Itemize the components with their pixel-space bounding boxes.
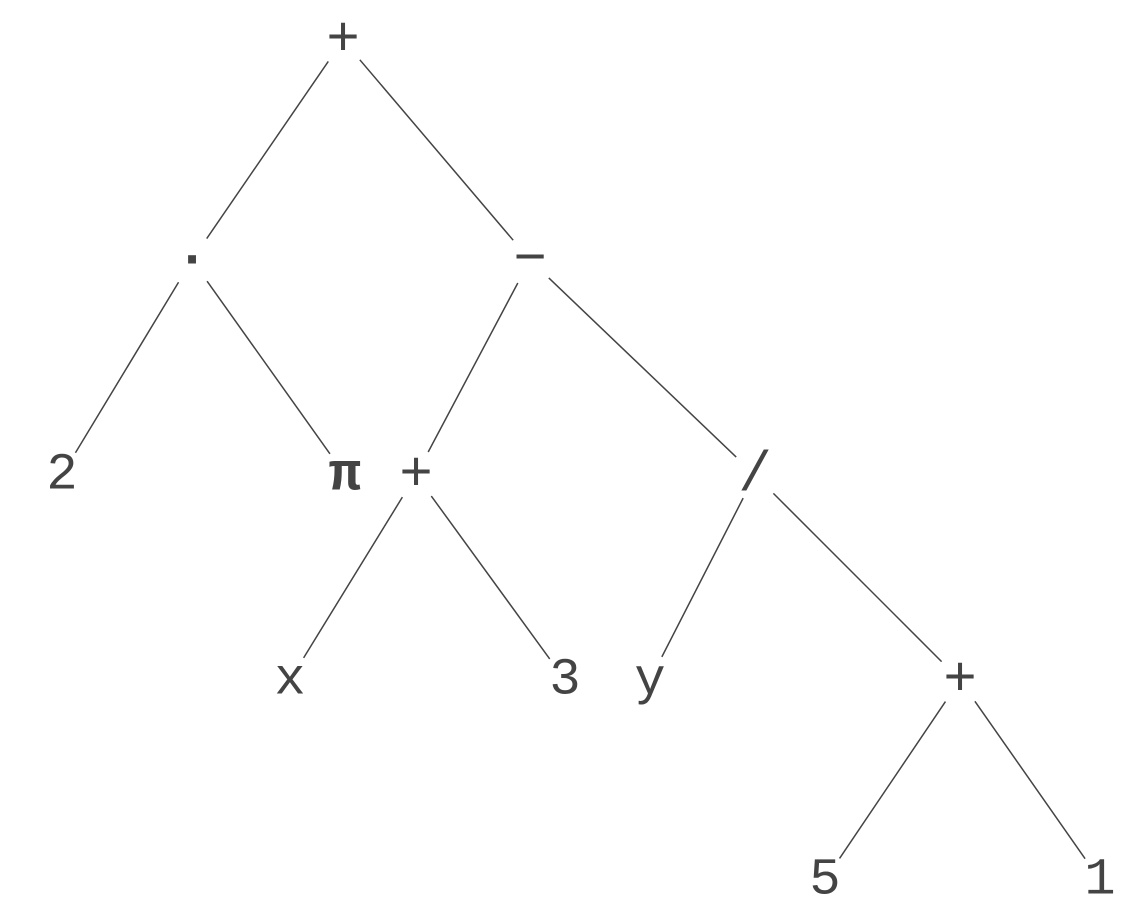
tree-edge [360, 60, 513, 240]
tree-edge [304, 497, 403, 658]
tree-node-leaf_3: 3 [549, 651, 580, 710]
tree-edge [207, 61, 329, 238]
tree-edge [773, 493, 941, 661]
tree-edge [549, 278, 736, 457]
tree-node-leaf_2: 2 [46, 446, 77, 505]
tree-node-leaf_5: 5 [809, 851, 840, 901]
tree-node-pi: π [329, 445, 361, 506]
tree-edge [975, 701, 1085, 858]
tree-node-plus3: + [943, 648, 977, 712]
tree-node-leaf_y: y [634, 651, 665, 710]
tree-node-mul_dot: · [175, 228, 209, 292]
tree-edge [431, 496, 549, 659]
expression-tree: + · − 2 π + / x 3y +5 1 [0, 0, 1138, 901]
tree-node-root_plus: + [326, 8, 360, 72]
tree-edge [207, 281, 330, 454]
tree-node-minus: − [513, 228, 547, 292]
tree-edge [662, 498, 743, 657]
tree-node-plus2: + [399, 443, 433, 507]
tree-edge [840, 702, 946, 859]
tree-node-slash: / [738, 443, 772, 507]
tree-node-leaf_1: 1 [1084, 851, 1115, 901]
tree-node-leaf_x: x [274, 651, 305, 710]
tree-edge [428, 283, 518, 452]
tree-edge [75, 282, 178, 453]
